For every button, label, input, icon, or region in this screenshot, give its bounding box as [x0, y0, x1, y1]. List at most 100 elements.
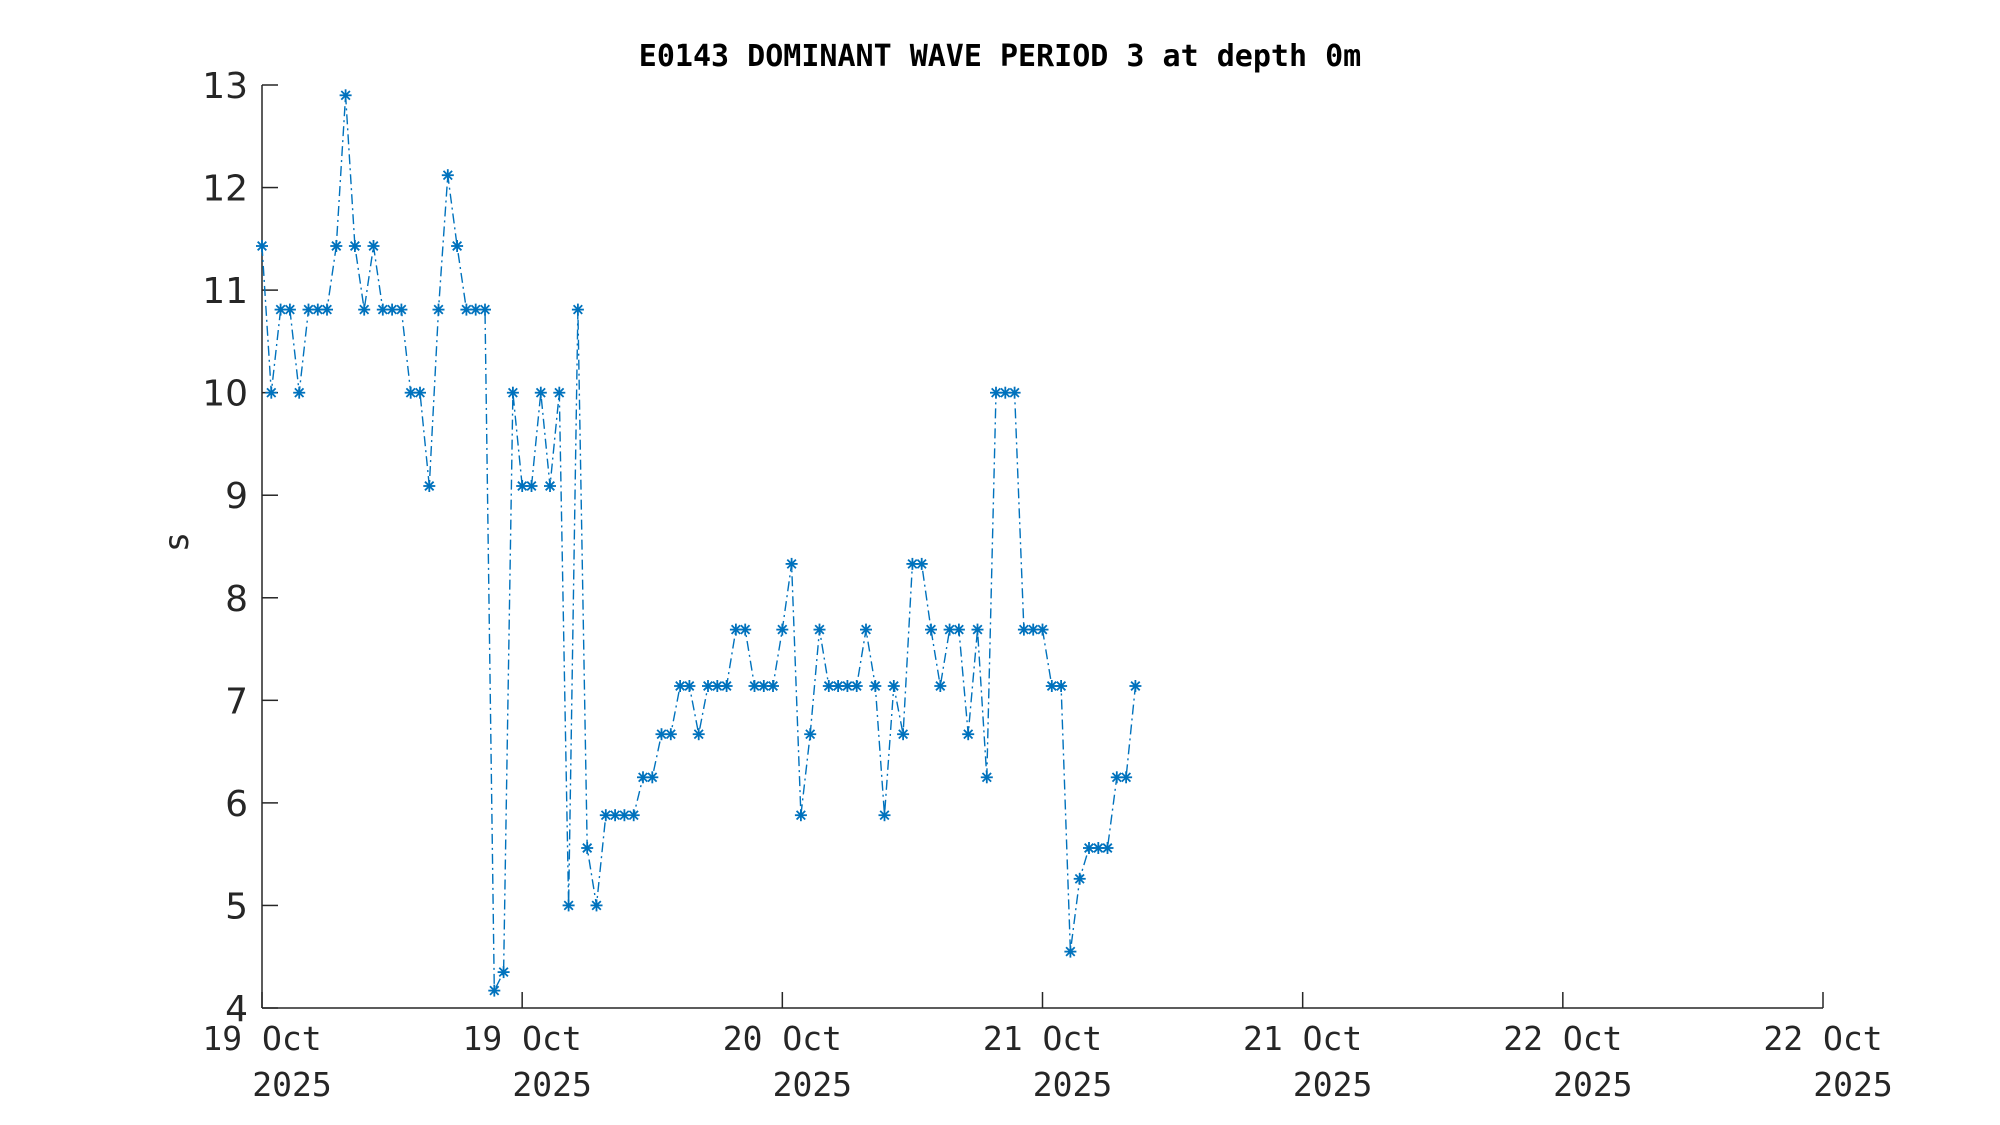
x-tick-label-day: 22 Oct: [1503, 1019, 1622, 1058]
y-tick-label: 10: [202, 374, 248, 415]
axes: [261, 85, 1823, 1009]
data-point: [664, 728, 677, 741]
data-point: [720, 680, 733, 692]
x-tick-label-year: 2025: [252, 1065, 331, 1104]
data-point: [869, 680, 882, 692]
data-point: [860, 623, 872, 636]
data-point: [590, 899, 603, 912]
data-point: [729, 623, 742, 636]
data-point: [776, 623, 789, 636]
data-point: [1036, 623, 1049, 636]
data-point: [739, 623, 752, 636]
x-tick-label-year: 2025: [1813, 1065, 1892, 1104]
x-tick-label-year: 2025: [1033, 1065, 1112, 1104]
data-point: [1101, 842, 1114, 854]
data-point: [376, 303, 389, 316]
data-point: [925, 623, 937, 636]
data-point: [581, 842, 594, 854]
data-point: [646, 771, 659, 784]
data-point: [748, 680, 761, 692]
data-point: [822, 680, 835, 692]
data-point: [1083, 842, 1095, 854]
data-point: [915, 557, 928, 570]
data-point: [441, 169, 454, 182]
data-point: [367, 240, 380, 252]
data-point: [283, 303, 296, 316]
data-point: [506, 386, 519, 399]
x-tick-label-day: 22 Oct: [1763, 1019, 1882, 1058]
x-tick-label-day: 21 Oct: [1243, 1019, 1362, 1058]
y-tick-label: 6: [225, 784, 248, 825]
data-point: [516, 480, 529, 492]
y-tick-label: 13: [202, 66, 248, 107]
data-point: [878, 809, 891, 822]
data-point: [488, 984, 501, 997]
data-point: [683, 680, 696, 692]
data-point: [971, 623, 984, 636]
data-point: [404, 386, 417, 399]
plot-area: [256, 89, 1142, 997]
data-point: [980, 771, 993, 784]
data-point: [293, 386, 306, 399]
y-ticks: 4 5 6 7 8 9 10 11 12 13: [202, 66, 278, 1030]
x-tick-label-year: 2025: [1553, 1065, 1632, 1104]
data-point: [256, 240, 268, 252]
x-tick-label-day: 19 Oct: [202, 1019, 321, 1058]
data-point: [785, 557, 798, 570]
data-point: [525, 480, 538, 492]
y-tick-label: 9: [225, 476, 248, 517]
data-point: [386, 303, 399, 316]
chart-title: E0143 DOMINANT WAVE PERIOD 3 at depth 0m: [639, 39, 1361, 74]
data-point: [423, 480, 436, 492]
data-point: [451, 240, 464, 252]
data-point: [1092, 842, 1105, 854]
data-point: [479, 303, 491, 316]
data-point: [358, 303, 371, 316]
data-point: [813, 623, 826, 636]
data-point: [553, 386, 566, 399]
data-point: [692, 728, 705, 741]
x-tick-label-year: 2025: [773, 1065, 852, 1104]
data-point: [1017, 623, 1030, 636]
y-tick-label: 4: [225, 989, 248, 1030]
data-point: [302, 303, 315, 316]
data-point: [497, 966, 510, 979]
y-tick-label: 12: [202, 169, 248, 210]
series-line: [261, 95, 1137, 991]
y-tick-label: 7: [225, 681, 248, 722]
x-tick-label-year: 2025: [512, 1065, 591, 1104]
data-point: [887, 680, 900, 692]
data-point: [571, 303, 584, 316]
y-axis-label: s: [157, 532, 197, 552]
data-point: [1055, 680, 1068, 692]
data-point: [544, 480, 556, 492]
data-point: [1008, 386, 1021, 399]
data-point: [395, 303, 408, 316]
data-point: [767, 680, 779, 692]
data-point: [794, 809, 807, 822]
data-point: [1120, 771, 1133, 784]
y-tick-label: 11: [202, 271, 248, 312]
x-tick-label-day: 20 Oct: [723, 1019, 842, 1058]
data-point: [627, 809, 640, 822]
data-point: [348, 240, 361, 252]
data-point: [330, 240, 343, 252]
data-point: [711, 680, 724, 692]
data-point: [850, 680, 863, 692]
x-tick-label-year: 2025: [1293, 1065, 1372, 1104]
x-tick-label-day: 21 Oct: [983, 1019, 1102, 1058]
data-point: [1129, 680, 1142, 692]
data-point: [562, 899, 575, 912]
data-point: [1073, 872, 1086, 885]
x-tick-label-day: 19 Oct: [463, 1019, 582, 1058]
data-point: [321, 303, 333, 316]
data-point: [952, 623, 965, 636]
data-point: [265, 386, 278, 399]
data-point: [534, 386, 547, 399]
data-point: [414, 386, 426, 399]
data-point: [804, 728, 817, 741]
y-tick-label: 5: [225, 886, 248, 927]
x-ticks: 19 Oct 2025 19 Oct 2025 20 Oct 2025 21 Oct 2025…: [202, 992, 1893, 1104]
data-point: [934, 680, 947, 692]
